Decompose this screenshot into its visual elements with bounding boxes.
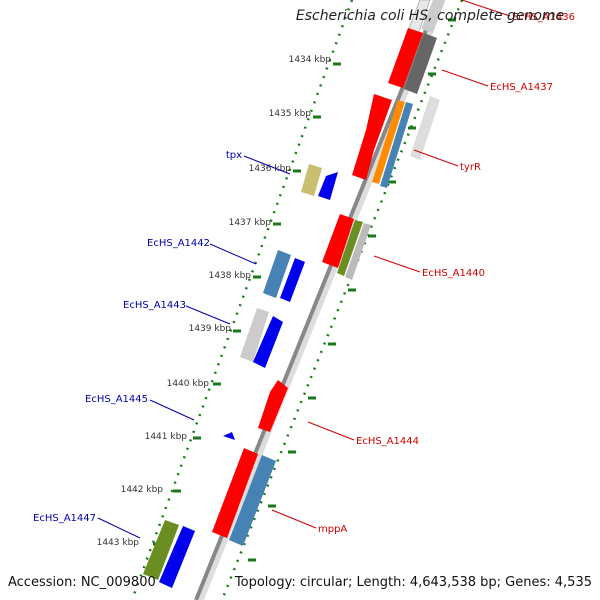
tick-label: 1437 kbp <box>229 218 272 228</box>
gene-label-mppA: mppA <box>318 524 347 535</box>
leader-line <box>243 155 291 175</box>
gene-label-echs-a1437: EcHS_A1437 <box>490 82 553 93</box>
gene-blue-2[interactable] <box>253 316 283 368</box>
gene-tyrR[interactable] <box>380 102 413 188</box>
forward-leader-lines <box>271 0 511 529</box>
tick-label: 1435 kbp <box>269 109 312 119</box>
gene-red-1[interactable] <box>388 28 423 88</box>
tick-label: 1442 kbp <box>121 485 164 495</box>
tick-label: 1436 kbp <box>249 164 292 174</box>
gene-gray-1[interactable] <box>410 96 440 160</box>
gene-echs-a1447[interactable] <box>143 520 179 580</box>
leader-line <box>373 255 421 273</box>
outer-tick-ring <box>220 0 464 600</box>
leader-line <box>97 517 141 539</box>
tick-dashes <box>153 18 456 562</box>
tick-label: 1434 kbp <box>289 55 332 65</box>
leader-line <box>185 305 231 325</box>
gene-echs-a1444[interactable] <box>258 380 288 432</box>
gene-orange[interactable] <box>372 100 405 184</box>
inner-tick-ring <box>130 0 354 600</box>
topology-text: Topology: circular; Length: 4,643,538 bp… <box>234 575 592 590</box>
gene-label-echs-a1440: EcHS_A1440 <box>422 268 485 279</box>
gene-label-echs-a1445: EcHS_A1445 <box>85 394 148 405</box>
gene-echs-a1445[interactable] <box>223 432 235 440</box>
forward-strand-genes <box>212 0 445 546</box>
leader-line <box>441 69 489 87</box>
tick-label: 1441 kbp <box>145 432 188 442</box>
gene-echs-a1443[interactable] <box>240 308 269 362</box>
leader-line <box>271 509 317 529</box>
leader-line <box>307 421 355 441</box>
reverse-strand-genes <box>143 164 338 588</box>
gene-label-echs-a1447: EcHS_A1447 <box>33 513 96 524</box>
leader-line <box>461 0 511 17</box>
gene-label-echs-a1442: EcHS_A1442 <box>147 238 210 249</box>
leader-line <box>413 149 459 167</box>
tick-label: 1439 kbp <box>189 324 232 334</box>
gene-tpx-khaki[interactable] <box>301 164 322 196</box>
gene-label-tpx: tpx <box>226 150 242 161</box>
reverse-leader-lines <box>97 155 291 539</box>
gene-label-echs-a1436: EcHS_A1436 <box>512 12 575 23</box>
gene-echs-a1436[interactable] <box>421 0 445 33</box>
reverse-gene-labels: tpx EcHS_A1442 EcHS_A1443 EcHS_A1445 EcH… <box>33 150 242 524</box>
accession-text: Accession: NC_009800 <box>8 575 156 590</box>
gene-red-2[interactable] <box>352 94 392 180</box>
tick-label: 1438 kbp <box>209 271 252 281</box>
gene-label-echs-a1444: EcHS_A1444 <box>356 436 419 447</box>
tick-labels: 1434 kbp 1435 kbp 1436 kbp 1437 kbp 1438… <box>97 55 332 548</box>
tick-label: 1440 kbp <box>167 379 210 389</box>
map-title: Escherichia coli HS, complete genome <box>295 8 565 24</box>
leader-line <box>209 243 257 265</box>
gene-blue-1[interactable] <box>280 258 305 302</box>
gene-echs-a1442[interactable] <box>263 250 291 298</box>
forward-gene-labels: EcHS_A1436 EcHS_A1437 tyrR EcHS_A1440 Ec… <box>318 12 575 535</box>
gene-red-3[interactable] <box>322 214 354 268</box>
gene-echs-a1440[interactable] <box>345 223 371 280</box>
gene-olive[interactable] <box>337 220 363 276</box>
gene-blue-3[interactable] <box>159 526 195 588</box>
gene-mppA[interactable] <box>229 455 276 546</box>
gene-label-echs-a1443: EcHS_A1443 <box>123 300 186 311</box>
gene-tpx[interactable] <box>318 172 338 200</box>
tick-label: 1443 kbp <box>97 538 140 548</box>
leader-line <box>149 399 195 421</box>
gene-red-4[interactable] <box>212 448 258 538</box>
gene-echs-a1437[interactable] <box>404 33 437 94</box>
gene-label-tyrR: tyrR <box>460 162 481 173</box>
